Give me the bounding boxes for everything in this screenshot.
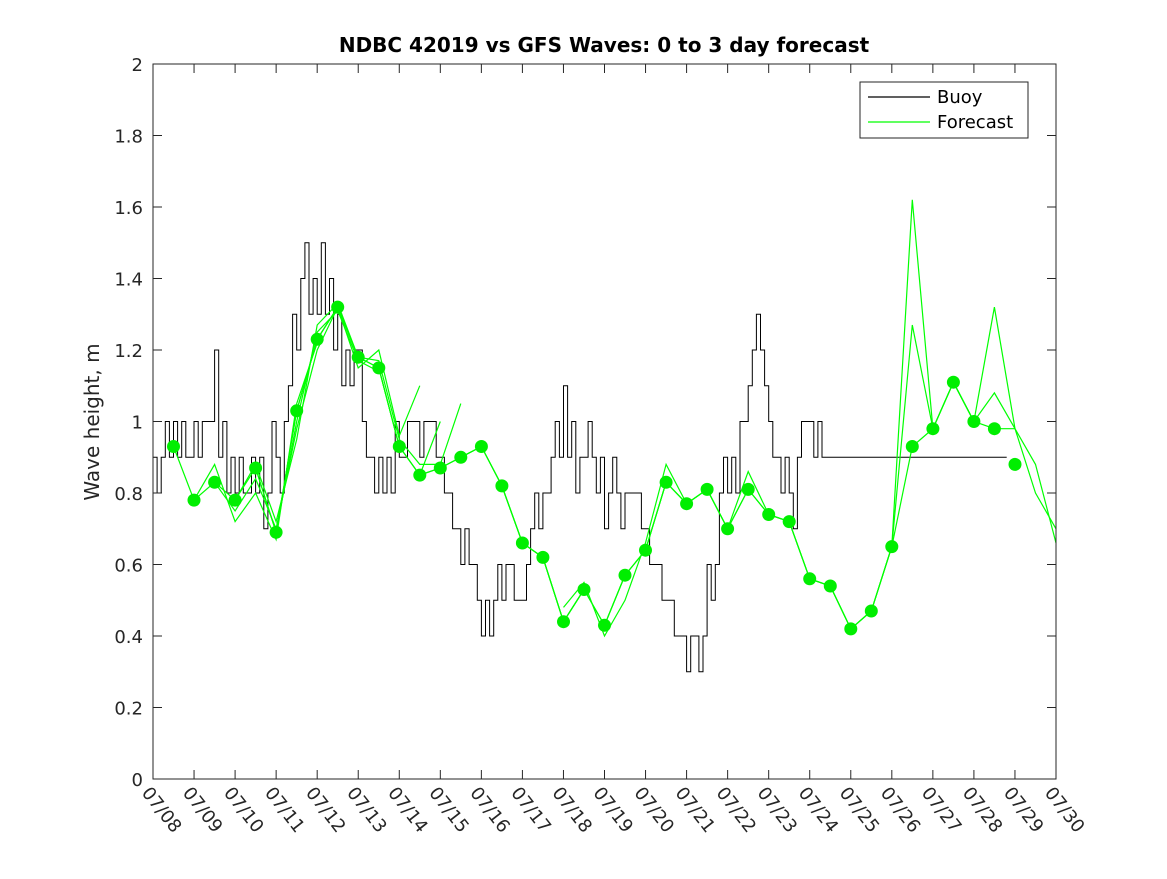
forecast-point (700, 482, 714, 496)
forecast-point (392, 440, 406, 453)
forecast-point (803, 572, 817, 586)
x-tick-label: 07/20 (630, 783, 678, 837)
forecast-run-line-14 (563, 462, 688, 638)
y-tick-label: 1 (132, 413, 143, 434)
forecast-point (885, 540, 899, 554)
forecast-point (167, 440, 180, 453)
x-tick-label: 07/12 (301, 783, 349, 837)
forecast-point (474, 440, 488, 453)
forecast-point (557, 615, 570, 629)
x-tick-label: 07/11 (260, 783, 308, 837)
y-tick-label: 1.6 (114, 198, 143, 219)
forecast-point (577, 583, 591, 596)
forecast-point (208, 475, 222, 489)
y-tick-label: 0.2 (114, 699, 143, 720)
x-tick-label: 07/14 (383, 783, 431, 837)
forecast-run-line-1 (193, 342, 318, 542)
forecast-point (864, 604, 878, 618)
x-tick-label: 07/29 (999, 783, 1047, 837)
x-tick-label: 07/17 (506, 783, 554, 837)
x-tick-label: 07/30 (1040, 783, 1088, 837)
forecast-point (454, 450, 468, 464)
x-tick-label: 07/25 (835, 783, 883, 837)
forecast-point (618, 568, 632, 582)
forecast-point (741, 482, 755, 496)
x-tick-label: 07/16 (465, 783, 513, 837)
forecast-point (187, 493, 201, 507)
forecast-point (331, 300, 345, 314)
forecast-point (659, 475, 673, 489)
chart-title: NDBC 42019 vs GFS Waves: 0 to 3 day fore… (339, 33, 870, 57)
y-tick-label: 0.6 (114, 556, 143, 577)
forecast-point (310, 332, 324, 346)
forecast-point (721, 522, 735, 536)
forecast-point (413, 468, 427, 482)
forecast-point (536, 550, 550, 564)
forecast-point (823, 579, 837, 593)
y-tick-label: 0.4 (114, 627, 143, 648)
y-tick-label: 0 (132, 770, 143, 791)
plot-area (153, 64, 1057, 779)
legend-box (859, 81, 1029, 139)
y-tick-label: 2 (132, 55, 143, 76)
x-tick-label: 07/21 (671, 783, 719, 837)
forecast-point (946, 375, 960, 389)
forecast-point (844, 622, 858, 636)
y-axis-label: Wave height, m (80, 343, 104, 500)
y-tick-label: 0.8 (114, 484, 143, 505)
x-tick-label: 07/09 (178, 783, 226, 837)
x-tick-label: 07/10 (219, 783, 267, 837)
buoy-series-line (153, 242, 1007, 673)
x-tick-label: 07/27 (917, 783, 965, 837)
y-tick-label: 1.2 (114, 341, 143, 362)
forecast-point (905, 440, 919, 453)
x-tick-label: 07/24 (794, 783, 842, 837)
forecast-point (680, 497, 694, 511)
forecast-point (269, 525, 283, 539)
x-tick-label: 07/22 (712, 783, 760, 837)
forecast-point (372, 361, 386, 375)
x-tick-label: 07/15 (424, 783, 472, 837)
forecast-point (495, 479, 509, 493)
x-tick-label: 07/26 (876, 783, 924, 837)
forecast-point (782, 515, 796, 529)
plot-background (153, 64, 1056, 779)
forecast-point (515, 536, 529, 550)
x-tick-label: 07/13 (342, 783, 390, 837)
forecast-point (598, 618, 611, 632)
forecast-run-line-24 (952, 381, 1057, 530)
x-tick-label: 07/18 (548, 783, 596, 837)
forecast-point (967, 415, 981, 428)
forecast-point (762, 508, 776, 521)
legend-label-forecast: Forecast (937, 112, 1013, 133)
forecast-point (351, 350, 365, 364)
y-tick-label: 1.8 (114, 127, 143, 148)
forecast-point (987, 422, 1001, 436)
forecast-point (228, 493, 242, 507)
forecast-point (249, 461, 263, 475)
forecast-point (1008, 457, 1022, 471)
forecast-point (639, 543, 652, 557)
forecast-point (290, 404, 304, 418)
forecast-point (433, 461, 447, 475)
y-tick-label: 1.4 (114, 270, 143, 291)
legend-label-buoy: Buoy (937, 87, 983, 108)
x-tick-label: 07/23 (753, 783, 801, 837)
forecast-point (926, 422, 940, 436)
legend: Buoy Forecast (859, 81, 1029, 139)
x-tick-label: 07/19 (589, 783, 637, 837)
x-tick-label: 07/28 (958, 783, 1006, 837)
x-tick-label: 07/08 (137, 783, 185, 837)
